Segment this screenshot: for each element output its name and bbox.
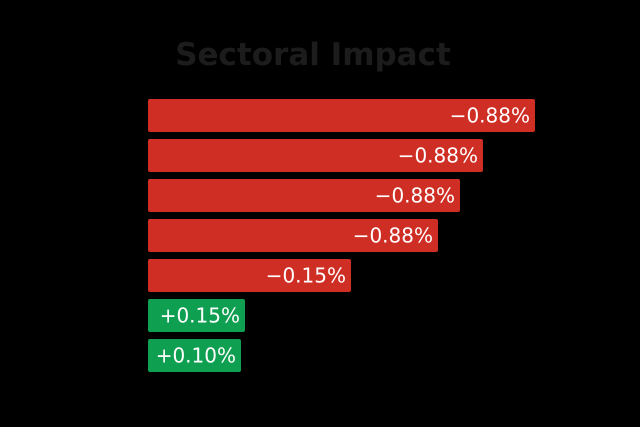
bar-5: [148, 259, 351, 292]
bar-2: [148, 139, 483, 172]
bar-label-4: −0.88%: [353, 224, 433, 248]
bar-6: [148, 299, 245, 332]
bar-7: [148, 339, 241, 372]
bar-label-5: −0.15%: [266, 264, 346, 288]
bar-3: [148, 179, 460, 212]
bars-group: −0.88% −0.88% −0.88% −0.88% −0.15% +0.15% +0.1…: [148, 99, 535, 372]
bar-label-6: +0.15%: [160, 304, 240, 328]
chart-title: Sectoral Impact: [175, 37, 451, 73]
bar-label-2: −0.88%: [398, 144, 478, 168]
bar-label-1: −0.88%: [450, 104, 530, 128]
bar-1: [148, 99, 535, 132]
bar-label-3: −0.88%: [375, 184, 455, 208]
bar-label-7: +0.10%: [156, 344, 236, 368]
bar-4: [148, 219, 438, 252]
